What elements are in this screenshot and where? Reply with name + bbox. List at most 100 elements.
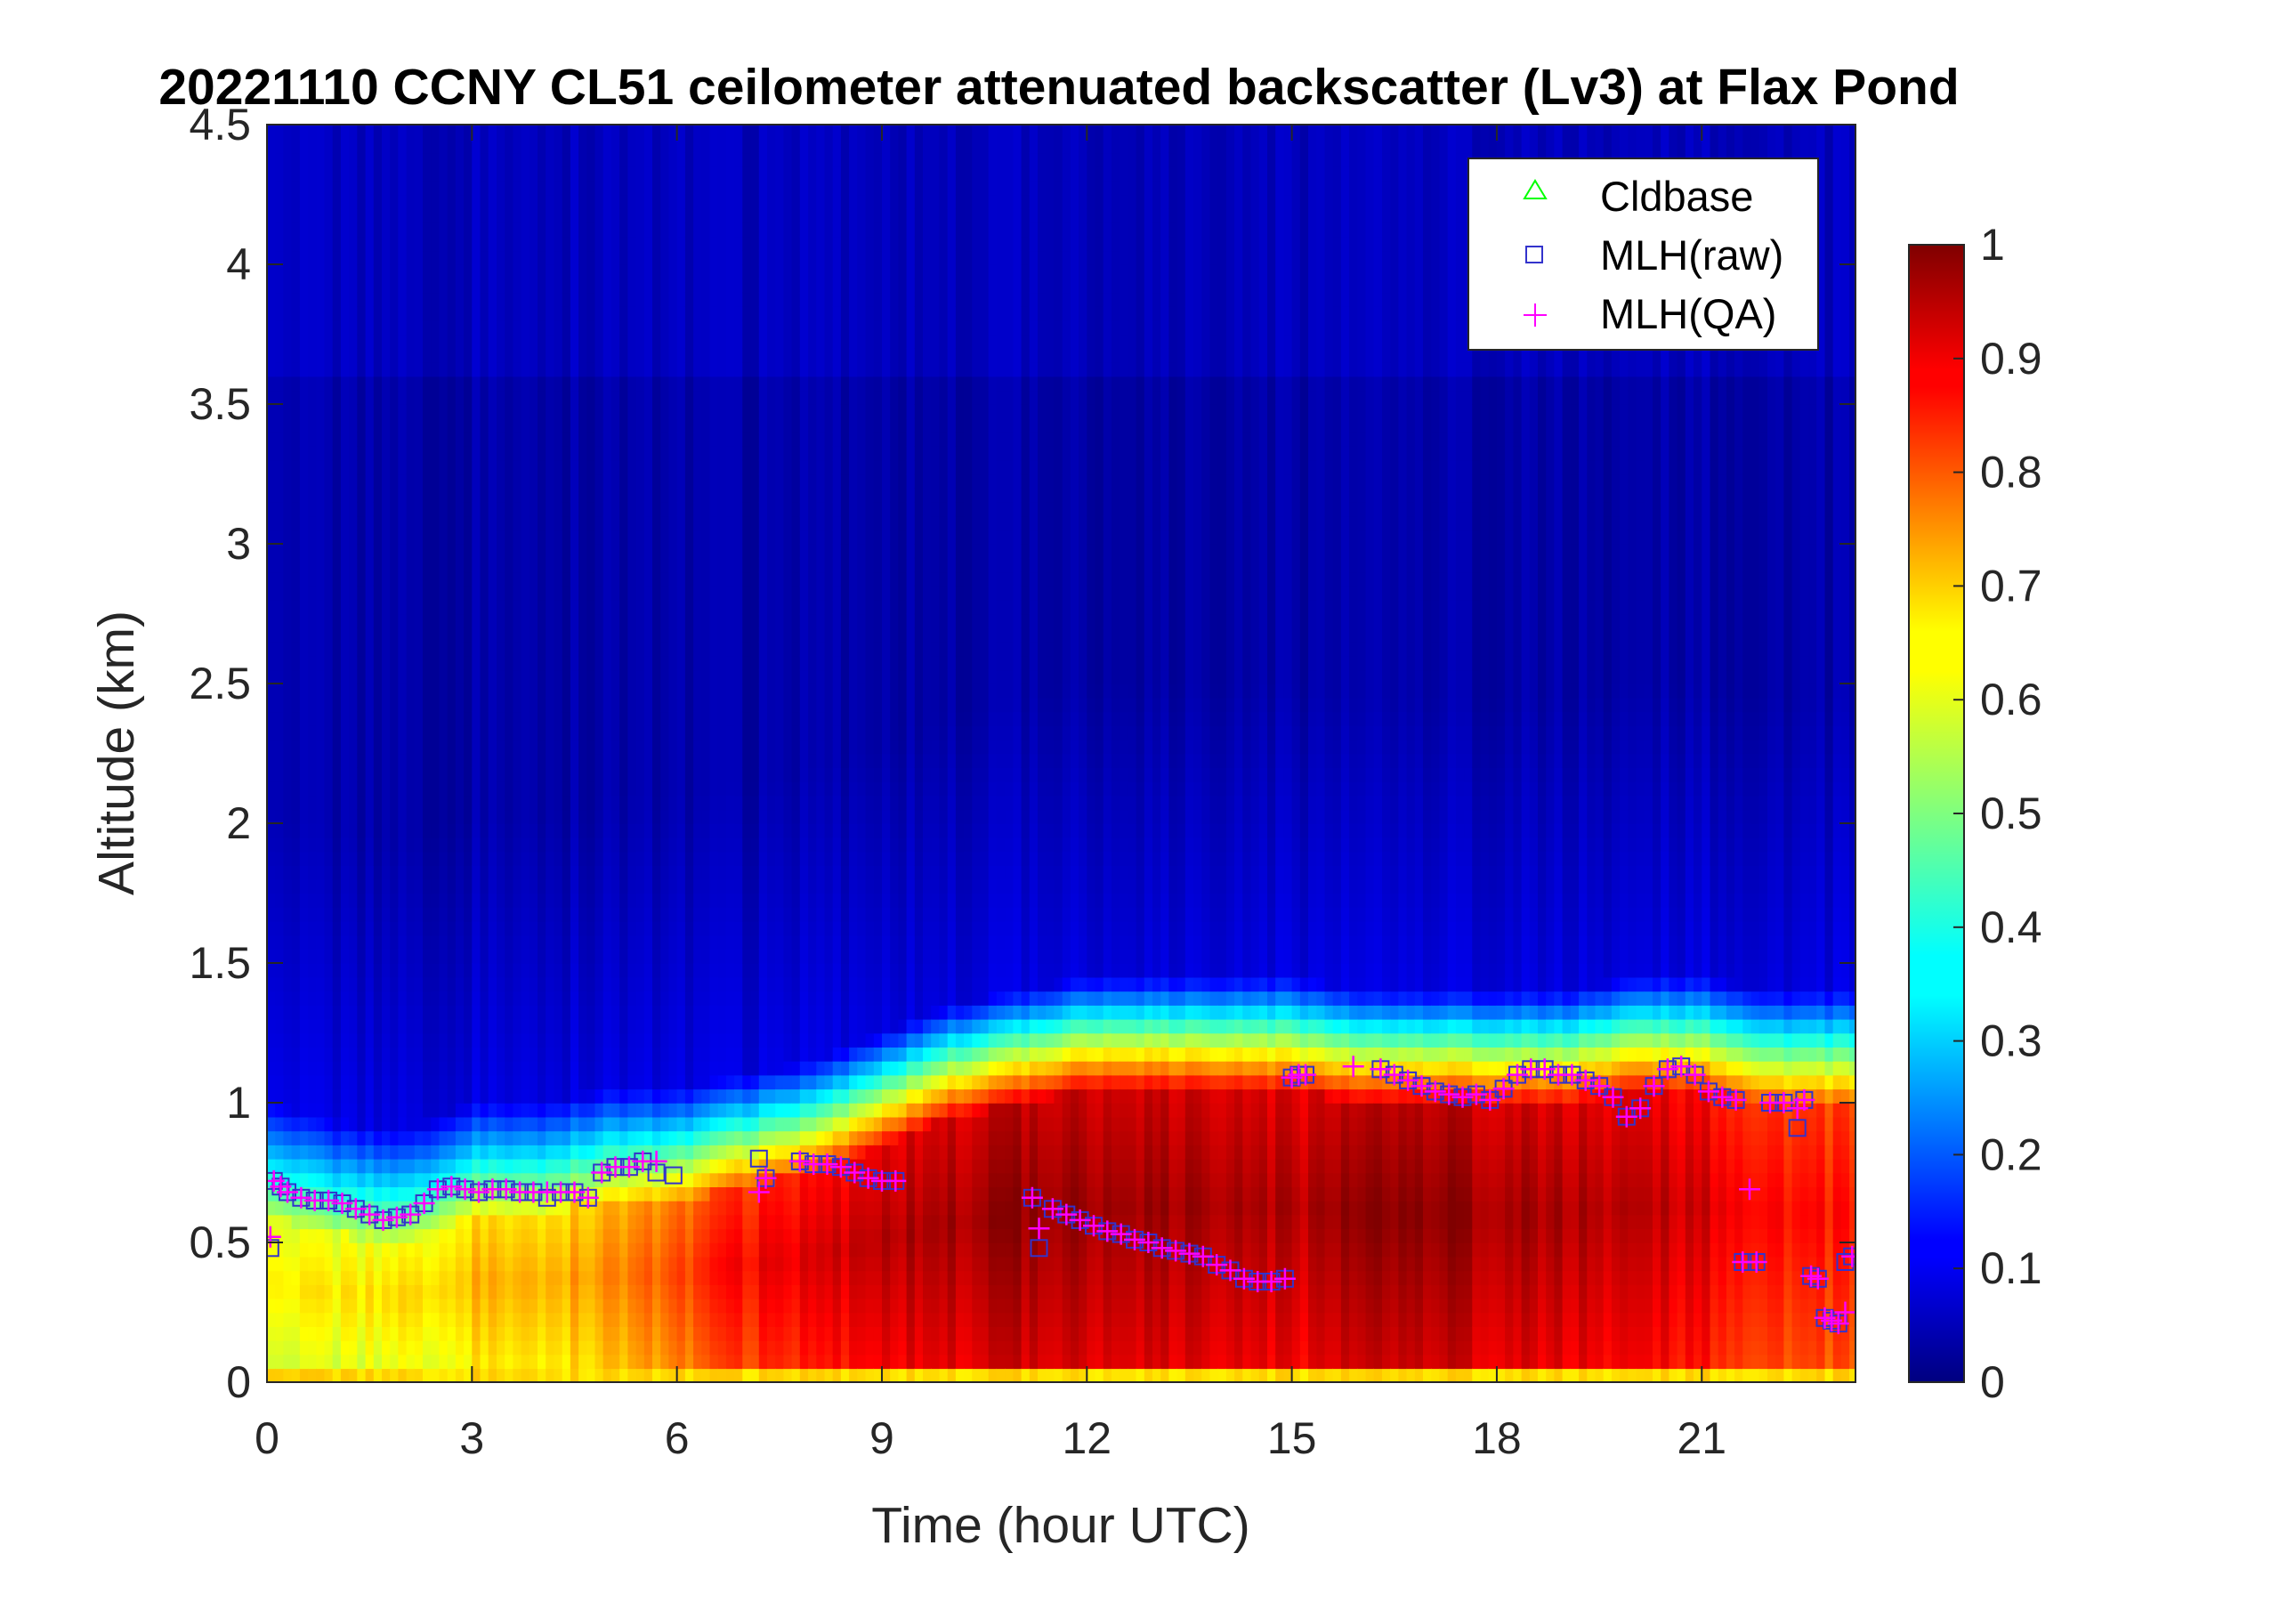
heatmap-cell — [407, 767, 416, 782]
heatmap-cell — [456, 907, 465, 921]
heatmap-cell — [627, 865, 636, 880]
heatmap-cell — [398, 250, 407, 265]
heatmap-cell — [316, 991, 325, 1006]
heatmap-cell — [292, 264, 301, 279]
heatmap-cell — [341, 740, 350, 755]
heatmap-cell — [562, 152, 571, 167]
heatmap-cell — [456, 1215, 465, 1230]
heatmap-cell — [448, 1117, 457, 1132]
heatmap-cell — [283, 1340, 292, 1355]
heatmap-cell — [595, 949, 604, 964]
heatmap-cell — [652, 669, 661, 684]
heatmap-cell — [456, 418, 465, 433]
heatmap-cell — [619, 935, 628, 951]
heatmap-cell — [505, 362, 513, 377]
heatmap-cell — [464, 530, 473, 545]
heatmap-cell — [677, 725, 686, 740]
heatmap-cell — [660, 571, 669, 587]
heatmap-cell — [570, 851, 579, 866]
heatmap-cell — [677, 1117, 686, 1132]
heatmap-cell — [554, 1047, 563, 1062]
heatmap-cell — [415, 669, 424, 684]
heatmap-cell — [333, 208, 342, 223]
heatmap-cell — [652, 279, 661, 294]
heatmap-cell — [538, 390, 546, 405]
heatmap-cell — [603, 516, 612, 531]
heatmap-cell — [611, 1075, 620, 1090]
heatmap-cell — [456, 181, 465, 196]
heatmap-cell — [578, 1340, 587, 1355]
heatmap-cell — [619, 362, 628, 377]
heatmap-cell — [685, 1201, 694, 1216]
heatmap-cell — [603, 894, 612, 909]
heatmap-cell — [472, 306, 481, 321]
heatmap-cell — [456, 195, 465, 210]
heatmap-cell — [636, 292, 645, 307]
heatmap-cell — [300, 335, 309, 350]
heatmap-cell — [611, 181, 620, 196]
heatmap-cell — [554, 754, 563, 769]
heatmap-cell — [538, 1103, 546, 1118]
heatmap-cell — [472, 292, 481, 307]
heatmap-cell — [431, 627, 440, 643]
heatmap-cell — [603, 656, 612, 671]
heatmap-cell — [627, 1340, 636, 1355]
heatmap-cell — [275, 1075, 284, 1090]
heatmap-cell — [505, 139, 513, 154]
heatmap-cell — [398, 865, 407, 880]
heatmap-cell — [448, 977, 457, 992]
heatmap-cell — [505, 571, 513, 587]
heatmap-cell — [660, 879, 669, 894]
heatmap-cell — [554, 139, 563, 154]
heatmap-cell — [374, 152, 383, 167]
heatmap-cell — [505, 1284, 513, 1299]
heatmap-cell — [677, 921, 686, 936]
heatmap-cell — [431, 1019, 440, 1034]
heatmap-cell — [472, 1033, 481, 1048]
heatmap-cell — [710, 516, 719, 531]
heatmap-cell — [710, 809, 719, 824]
heatmap-cell — [398, 851, 407, 866]
heatmap-cell — [398, 977, 407, 992]
heatmap-cell — [513, 1313, 521, 1328]
heatmap-cell — [701, 250, 710, 265]
heatmap-cell — [423, 698, 432, 713]
heatmap-cell — [595, 642, 604, 657]
heatmap-cell — [390, 669, 399, 684]
heatmap-cell — [701, 237, 710, 252]
heatmap-cell — [390, 991, 399, 1006]
heatmap-cell — [603, 1033, 612, 1048]
heatmap-cell — [275, 195, 284, 210]
heatmap-cell — [333, 404, 342, 419]
heatmap-cell — [440, 1313, 449, 1328]
heatmap-cell — [505, 1313, 513, 1328]
heatmap-cell — [586, 740, 595, 755]
heatmap-cell — [660, 963, 669, 978]
heatmap-cell — [431, 292, 440, 307]
heatmap-cell — [283, 362, 292, 377]
heatmap-cell — [546, 1313, 554, 1328]
heatmap-cell — [497, 796, 505, 811]
heatmap-cell — [333, 894, 342, 909]
heatmap-cell — [595, 516, 604, 531]
heatmap-cell — [448, 851, 457, 866]
heatmap-cell — [652, 796, 661, 811]
heatmap-cell — [267, 418, 276, 433]
heatmap-cell — [456, 1019, 465, 1034]
heatmap-cell — [456, 767, 465, 782]
heatmap-cell — [423, 502, 432, 517]
heatmap-cell — [431, 195, 440, 210]
heatmap-cell — [513, 949, 521, 964]
heatmap-cell — [660, 1005, 669, 1020]
heatmap-cell — [374, 292, 383, 307]
heatmap-cell — [586, 1005, 595, 1020]
heatmap-cell — [366, 376, 375, 392]
heatmap-cell — [440, 544, 449, 559]
heatmap-cell — [660, 558, 669, 573]
heatmap-cell — [472, 851, 481, 866]
heatmap-cell — [570, 921, 579, 936]
heatmap-cell — [300, 1130, 309, 1145]
heatmap-cell — [668, 1117, 677, 1132]
heatmap-cell — [407, 1159, 416, 1174]
heatmap-cell — [374, 851, 383, 866]
